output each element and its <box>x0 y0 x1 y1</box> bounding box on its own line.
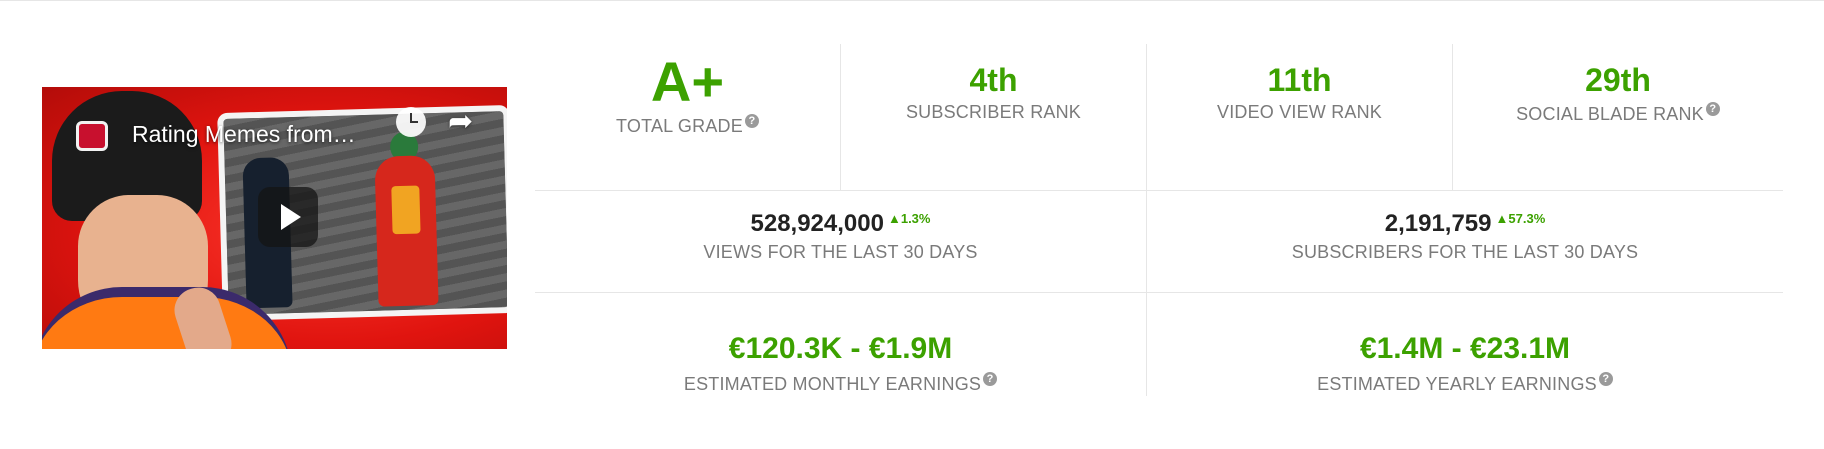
video-thumbnail[interactable]: Rating Memes from… ➦ <box>42 87 507 349</box>
divider <box>840 44 841 190</box>
divider <box>1146 44 1147 396</box>
monthly-earnings-value: €120.3K - €1.9M <box>728 332 953 365</box>
video-view-rank-cell: 11th VIDEO VIEW RANK <box>1147 64 1452 123</box>
views-30-days-value: 528,924,000 <box>750 210 884 237</box>
total-grade-cell: A+ TOTAL GRADE? <box>535 54 840 137</box>
subscribers-30-days-label: SUBSCRIBERS FOR THE LAST 30 DAYS <box>1291 242 1639 262</box>
top-divider <box>0 0 1824 1</box>
help-icon[interactable]: ? <box>1705 102 1720 116</box>
views-delta: ▲1.3% <box>887 211 931 226</box>
subscribers-delta: ▲57.3% <box>1495 211 1546 226</box>
monthly-earnings-label: ESTIMATED MONTHLY EARNINGS <box>683 374 982 394</box>
delta-arrow-icon: ▲ <box>887 211 901 226</box>
clock-icon[interactable] <box>396 107 426 137</box>
channel-avatar[interactable] <box>76 121 108 151</box>
views-30-days-label: VIEWS FOR THE LAST 30 DAYS <box>703 242 978 262</box>
share-icon[interactable]: ➦ <box>448 105 474 138</box>
help-icon[interactable]: ? <box>1598 372 1613 386</box>
delta-arrow-icon: ▲ <box>1495 211 1509 226</box>
subscriber-rank-label: SUBSCRIBER RANK <box>905 102 1082 122</box>
video-view-rank-label: VIDEO VIEW RANK <box>1216 102 1383 122</box>
views-30-days-cell: 528,924,000 ▲1.3% VIEWS FOR THE LAST 30 D… <box>535 210 1146 263</box>
yearly-earnings-value: €1.4M - €23.1M <box>1359 332 1571 365</box>
total-grade-value: A+ <box>650 50 725 113</box>
social-blade-rank-cell: 29th SOCIAL BLADE RANK? <box>1453 64 1783 125</box>
divider <box>535 292 1783 293</box>
divider <box>1452 44 1453 190</box>
yearly-earnings-cell: €1.4M - €23.1M ESTIMATED YEARLY EARNINGS… <box>1147 334 1783 395</box>
subscriber-rank-cell: 4th SUBSCRIBER RANK <box>841 64 1146 123</box>
social-blade-rank-value: 29th <box>1585 62 1651 98</box>
help-icon[interactable]: ? <box>744 114 759 128</box>
play-icon <box>280 204 301 230</box>
stats-grid: A+ TOTAL GRADE? 4th SUBSCRIBER RANK 11th… <box>535 44 1783 396</box>
help-icon[interactable]: ? <box>983 372 998 386</box>
video-view-rank-value: 11th <box>1267 62 1332 98</box>
total-grade-label: TOTAL GRADE <box>616 116 743 136</box>
play-button[interactable] <box>258 187 318 247</box>
subscribers-30-days-value: 2,191,759 <box>1384 210 1492 237</box>
yearly-earnings-label: ESTIMATED YEARLY EARNINGS <box>1317 374 1597 394</box>
subscriber-rank-value: 4th <box>969 62 1018 98</box>
video-title[interactable]: Rating Memes from… <box>132 121 356 147</box>
social-blade-rank-label: SOCIAL BLADE RANK <box>1516 104 1704 124</box>
monthly-earnings-cell: €120.3K - €1.9M ESTIMATED MONTHLY EARNIN… <box>535 334 1146 395</box>
subscribers-30-days-cell: 2,191,759 ▲57.3% SUBSCRIBERS FOR THE LAST… <box>1147 210 1783 263</box>
divider <box>535 190 1783 191</box>
